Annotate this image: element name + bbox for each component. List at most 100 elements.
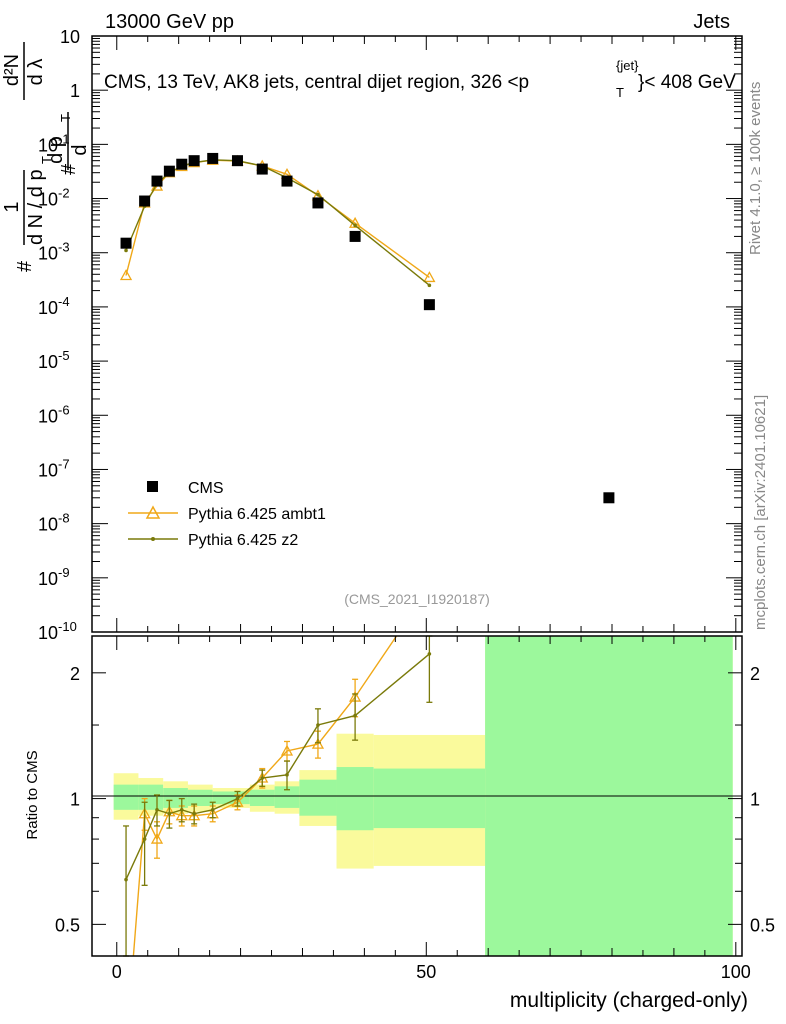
z2-ratio-point bbox=[235, 796, 240, 801]
title-tail: }< 408 GeV bbox=[638, 72, 736, 93]
legend-marker-z2 bbox=[151, 537, 155, 541]
lower-ylabel: Ratio to CMS bbox=[24, 750, 41, 839]
band-inner bbox=[336, 767, 374, 831]
x-tick-label: 0 bbox=[112, 962, 122, 982]
cms-point bbox=[176, 158, 188, 170]
mcplots-label: mcplots.cern.ch [arXiv:2401.10621] bbox=[752, 395, 769, 630]
z2-ratio-point bbox=[179, 808, 184, 812]
cms-point bbox=[188, 155, 200, 167]
legend-label-cms: CMS bbox=[188, 480, 224, 497]
z2-point bbox=[316, 192, 320, 197]
upper-y-tick-label: 10-5 bbox=[38, 348, 70, 372]
x-tick-label: 50 bbox=[416, 962, 436, 982]
cms-point bbox=[207, 152, 219, 164]
ylabel-hash-2: # bbox=[58, 163, 80, 175]
z2-line bbox=[125, 159, 430, 286]
upper-y-tick-label: 10-3 bbox=[38, 240, 70, 264]
legend-label-ambt1: Pythia 6.425 ambt1 bbox=[188, 506, 326, 523]
z2-ratio-point bbox=[167, 811, 172, 816]
upper-series bbox=[119, 152, 615, 504]
band-inner bbox=[373, 768, 486, 829]
ylabel-d2n: d²N bbox=[1, 54, 23, 86]
lower-y-tick-label-right: 0.5 bbox=[750, 915, 775, 935]
upper-y-tick-label: 10-8 bbox=[38, 511, 70, 535]
upper-y-tick-label: 10-9 bbox=[38, 565, 70, 589]
legend-label-z2: Pythia 6.425 z2 bbox=[188, 532, 298, 549]
category-label: Jets bbox=[693, 11, 730, 33]
lower-y-tick-label: 1 bbox=[70, 790, 80, 810]
z2-ratio-point bbox=[142, 837, 147, 841]
process-label: 13000 GeV pp bbox=[105, 11, 234, 33]
title-sub: T bbox=[616, 85, 624, 100]
band-inner bbox=[299, 779, 337, 816]
z2-point bbox=[353, 223, 357, 228]
cms-point bbox=[231, 155, 243, 167]
upper-y-tick-label: 10-6 bbox=[38, 402, 70, 426]
ylabel-one: 1 bbox=[1, 201, 23, 212]
ylabel-d: d bbox=[69, 144, 91, 155]
z2-ratio-point bbox=[192, 811, 196, 816]
lower-y-tick-label-right: 1 bbox=[750, 790, 760, 810]
upper-y-tick-label: 10-10 bbox=[38, 619, 77, 643]
z2-ratio-point bbox=[285, 773, 289, 777]
upper-y-tick-label: 10-1 bbox=[38, 131, 70, 155]
x-axis-label: multiplicity (charged-only) bbox=[510, 989, 748, 1012]
z2-ratio-point bbox=[427, 652, 432, 656]
ylabel-hash-1: # bbox=[14, 260, 36, 272]
cms-point bbox=[312, 197, 324, 209]
analysis-tag: (CMS_2021_I1920187) bbox=[344, 591, 490, 607]
title-sup: {jet} bbox=[616, 58, 639, 73]
upper-frame bbox=[91, 35, 743, 633]
title-main: CMS, 13 TeV, AK8 jets, central dijet reg… bbox=[104, 72, 529, 93]
lower-y-tick-label: 2 bbox=[70, 664, 80, 684]
z2-ratio-point bbox=[124, 877, 128, 882]
ylabel-dn-dpt-sub: T bbox=[39, 156, 54, 164]
legend: CMS Pythia 6.425 ambt1 Pythia 6.425 z2 bbox=[128, 480, 326, 549]
band-inner bbox=[212, 791, 250, 805]
band-inner bbox=[187, 789, 213, 807]
upper-y-tick-label: 10-7 bbox=[38, 456, 70, 480]
band-inner bbox=[274, 786, 300, 808]
ylabel-dlambda: d λ bbox=[25, 59, 47, 86]
ylabel-dpt-sub: T bbox=[58, 114, 73, 122]
upper-y-tick-label: 10 bbox=[60, 27, 80, 47]
cms-point bbox=[603, 492, 615, 504]
cms-point bbox=[423, 299, 435, 311]
upper-y-tick-label: 10-4 bbox=[38, 294, 70, 318]
band-inner bbox=[249, 789, 275, 807]
ambt1-point bbox=[423, 271, 436, 283]
z2-ratio-point bbox=[316, 723, 320, 727]
z2-point bbox=[124, 248, 128, 253]
axis-ticks: 10-1010-910-810-710-610-510-410-310-210-… bbox=[38, 27, 775, 982]
legend-marker-cms bbox=[147, 481, 158, 492]
band-inner bbox=[138, 784, 164, 810]
z2-ratio-point bbox=[155, 808, 159, 812]
z2-point bbox=[427, 283, 432, 288]
cms-point bbox=[256, 163, 268, 175]
ylabel-dpt: d p bbox=[45, 136, 67, 164]
z2-ratio-point bbox=[210, 808, 215, 812]
lower-frame bbox=[91, 635, 743, 957]
plot-title: CMS, 13 TeV, AK8 jets, central dijet reg… bbox=[104, 58, 736, 100]
ambt1-ratio-point bbox=[150, 832, 164, 844]
cms-point bbox=[139, 195, 151, 207]
z2-ratio-point bbox=[260, 776, 265, 780]
z2-ratio-point bbox=[353, 713, 357, 718]
x-tick-label: 100 bbox=[721, 962, 751, 982]
rivet-label: Rivet 4.1.0, ≥ 100k events bbox=[747, 82, 764, 255]
band-inner bbox=[113, 784, 139, 810]
ambt1-point bbox=[119, 269, 133, 281]
ambt1-line bbox=[125, 159, 430, 278]
lower-y-tick-label-right: 2 bbox=[750, 664, 760, 684]
ratio-series bbox=[123, 635, 433, 957]
legend-marker-ambt1 bbox=[145, 505, 161, 519]
cms-point bbox=[151, 175, 163, 187]
upper-y-tick-label: 10-2 bbox=[38, 186, 70, 210]
lower-y-tick-label: 0.5 bbox=[55, 915, 80, 935]
cms-point bbox=[349, 230, 361, 242]
upper-ylabel: # 1 d N / d p T # d p T d d²N d λ bbox=[1, 42, 91, 272]
cms-point bbox=[120, 237, 132, 249]
upper-y-tick-label: 1 bbox=[70, 81, 80, 101]
ylabel-dn-dpt: d N / d p bbox=[25, 169, 47, 245]
